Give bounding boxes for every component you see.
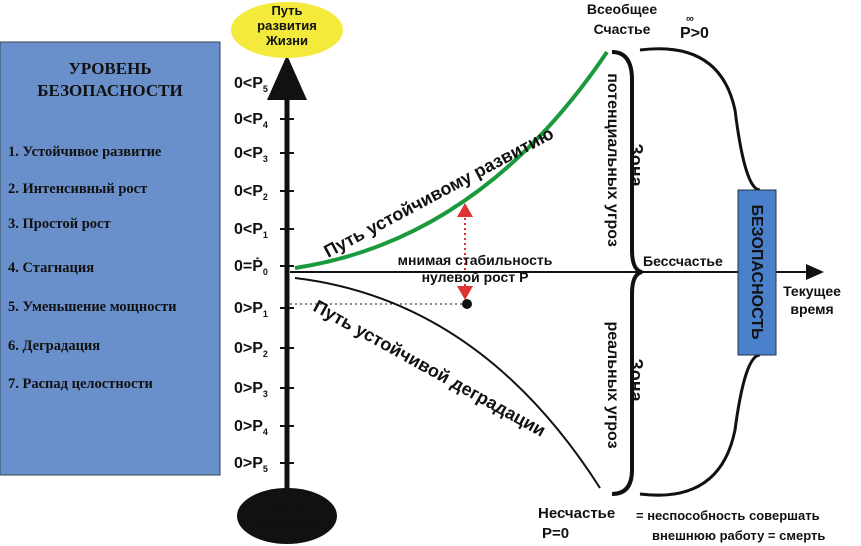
axis-label-main: 0>P <box>234 455 263 472</box>
point <box>462 299 472 309</box>
bracket <box>639 47 761 497</box>
top-node-text: развития <box>257 18 317 33</box>
axis-label: 0=Ṗ0 <box>234 257 268 277</box>
axis-label-sub: 0 <box>263 267 268 277</box>
axis-label-main: 0<P <box>234 75 263 92</box>
panel-item: 7. Распад целостности <box>8 376 153 392</box>
axis-label-main: 0>P <box>234 300 263 317</box>
bottom-node-text: к Смерти <box>256 514 319 530</box>
axis-label-sub: 4 <box>263 427 268 437</box>
panel-item: 2. Интенсивный рост <box>8 181 147 197</box>
axis-label-sub: 3 <box>263 389 268 399</box>
panel-title: БЕЗОПАСНОСТИ <box>37 81 182 100</box>
panel-item: 5. Уменьшение мощности <box>8 299 176 315</box>
axis-label-sub: 1 <box>263 230 268 240</box>
axis-label: 0<P1 <box>234 221 268 240</box>
axis-label-main: 0>P <box>234 340 263 357</box>
happiness-text: Счастье <box>594 21 651 37</box>
safety-box <box>737 189 777 356</box>
axis-label-sub: 2 <box>263 192 268 202</box>
axis-label: 0<P3 <box>234 145 268 164</box>
axis-label: 0>P3 <box>234 380 268 399</box>
axis-label-sub: 5 <box>263 464 268 474</box>
panel-item: 6. Деградация <box>8 338 100 354</box>
brace <box>611 50 643 496</box>
panel-item: 3. Простой рост <box>8 216 111 232</box>
misery-word: Несчастье <box>538 505 615 522</box>
center-text: нулевой рост P <box>422 269 529 285</box>
neutral-label: Бессчастье <box>643 253 723 269</box>
panel-item: 4. Стагнация <box>8 260 94 276</box>
axis-label-sub: 3 <box>263 154 268 164</box>
axis-label-main: 0<P <box>234 183 263 200</box>
time-label: Текущее <box>783 283 841 299</box>
top-node-text: Путь <box>271 3 302 18</box>
axis-label: 0>P4 <box>234 418 268 437</box>
axis-label: 0<P4 <box>234 111 268 130</box>
axis-label-sub: 4 <box>263 120 268 130</box>
development-curve <box>294 50 609 270</box>
happiness-text: Всеобщее <box>587 1 657 17</box>
zone-title: Зона <box>626 358 646 402</box>
top-node-text: Жизни <box>265 33 308 48</box>
curve-label: Путь устойчивой деградации <box>310 296 549 441</box>
zone-title: Зона <box>626 143 646 187</box>
curve-label: Путь устойчивому развитию <box>320 123 556 261</box>
bottom-node-text: Путь <box>270 497 304 513</box>
center-text: мнимая стабильность <box>398 252 553 268</box>
zone-sub: реальных угроз <box>604 321 621 448</box>
misery-def: внешнюю работу = смерть <box>652 528 825 543</box>
axis-label-main: 0>P <box>234 380 263 397</box>
axis-label: 0>P1 <box>234 300 268 319</box>
time-label: время <box>790 301 833 317</box>
safety-panel <box>0 41 221 476</box>
axis-label: 0<P2 <box>234 183 268 202</box>
panel-item: 1. Устойчивое развитие <box>8 144 162 160</box>
safety-label: БЕЗОПАСНОСТЬ <box>748 204 765 339</box>
axis-label: 0>P5 <box>234 455 268 474</box>
panel-title: УРОВЕНЬ <box>68 59 151 78</box>
degradation-curve <box>294 277 601 489</box>
axis-label-sub: 2 <box>263 349 268 359</box>
axis-label-main: 0<P <box>234 145 263 162</box>
axis-label-sub: 5 <box>263 84 268 94</box>
happiness-sup: ∞ <box>686 13 694 25</box>
misery-formula: P=0 <box>542 525 569 542</box>
axis-label-main: 0>P <box>234 418 263 435</box>
zone-sub: потенциальных угроз <box>604 73 621 247</box>
axis-label: 0<P5 <box>234 75 268 94</box>
bottom-node <box>237 488 337 544</box>
axis-label: 0>P2 <box>234 340 268 359</box>
top-node <box>231 2 343 58</box>
axis-label-main: 0<P <box>234 221 263 238</box>
axis-label-main: 0=Ṗ <box>234 257 263 275</box>
happiness-formula: P>0 <box>680 25 709 42</box>
misery-def: = неспособность совершать <box>636 508 820 523</box>
axis-label-sub: 1 <box>263 309 268 319</box>
axis-label-main: 0<P <box>234 111 263 128</box>
